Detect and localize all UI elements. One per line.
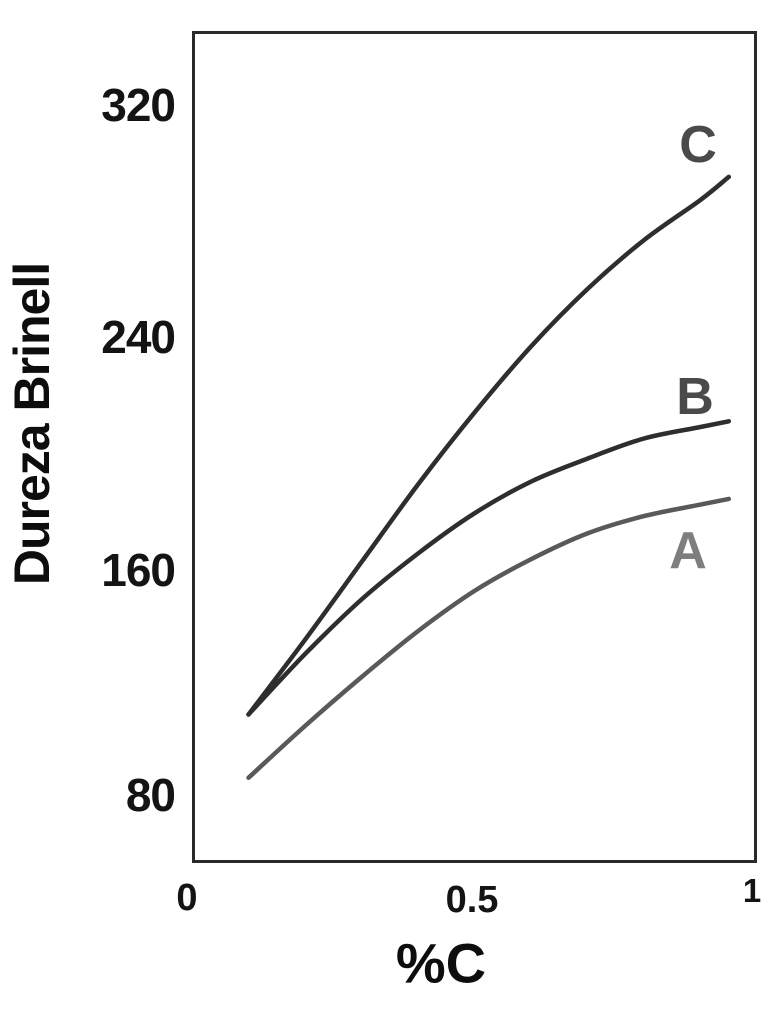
x-tick-0-5: 0.5 <box>445 879 499 921</box>
plot-area <box>192 31 757 863</box>
x-tick-0: 0 <box>176 877 198 919</box>
x-tick-1: 1 <box>742 872 762 909</box>
curve-label-b: B <box>676 368 714 426</box>
y-tick-160: 160 <box>101 544 176 596</box>
y-tick-80: 80 <box>125 769 176 821</box>
curve-label-a: A <box>669 522 707 580</box>
y-tick-320: 320 <box>101 79 176 131</box>
y-axis-title: Dureza Brinell <box>4 262 60 586</box>
x-axis-title: %C <box>395 931 487 995</box>
y-tick-240: 240 <box>101 311 176 363</box>
curve-label-c: C <box>679 116 717 174</box>
